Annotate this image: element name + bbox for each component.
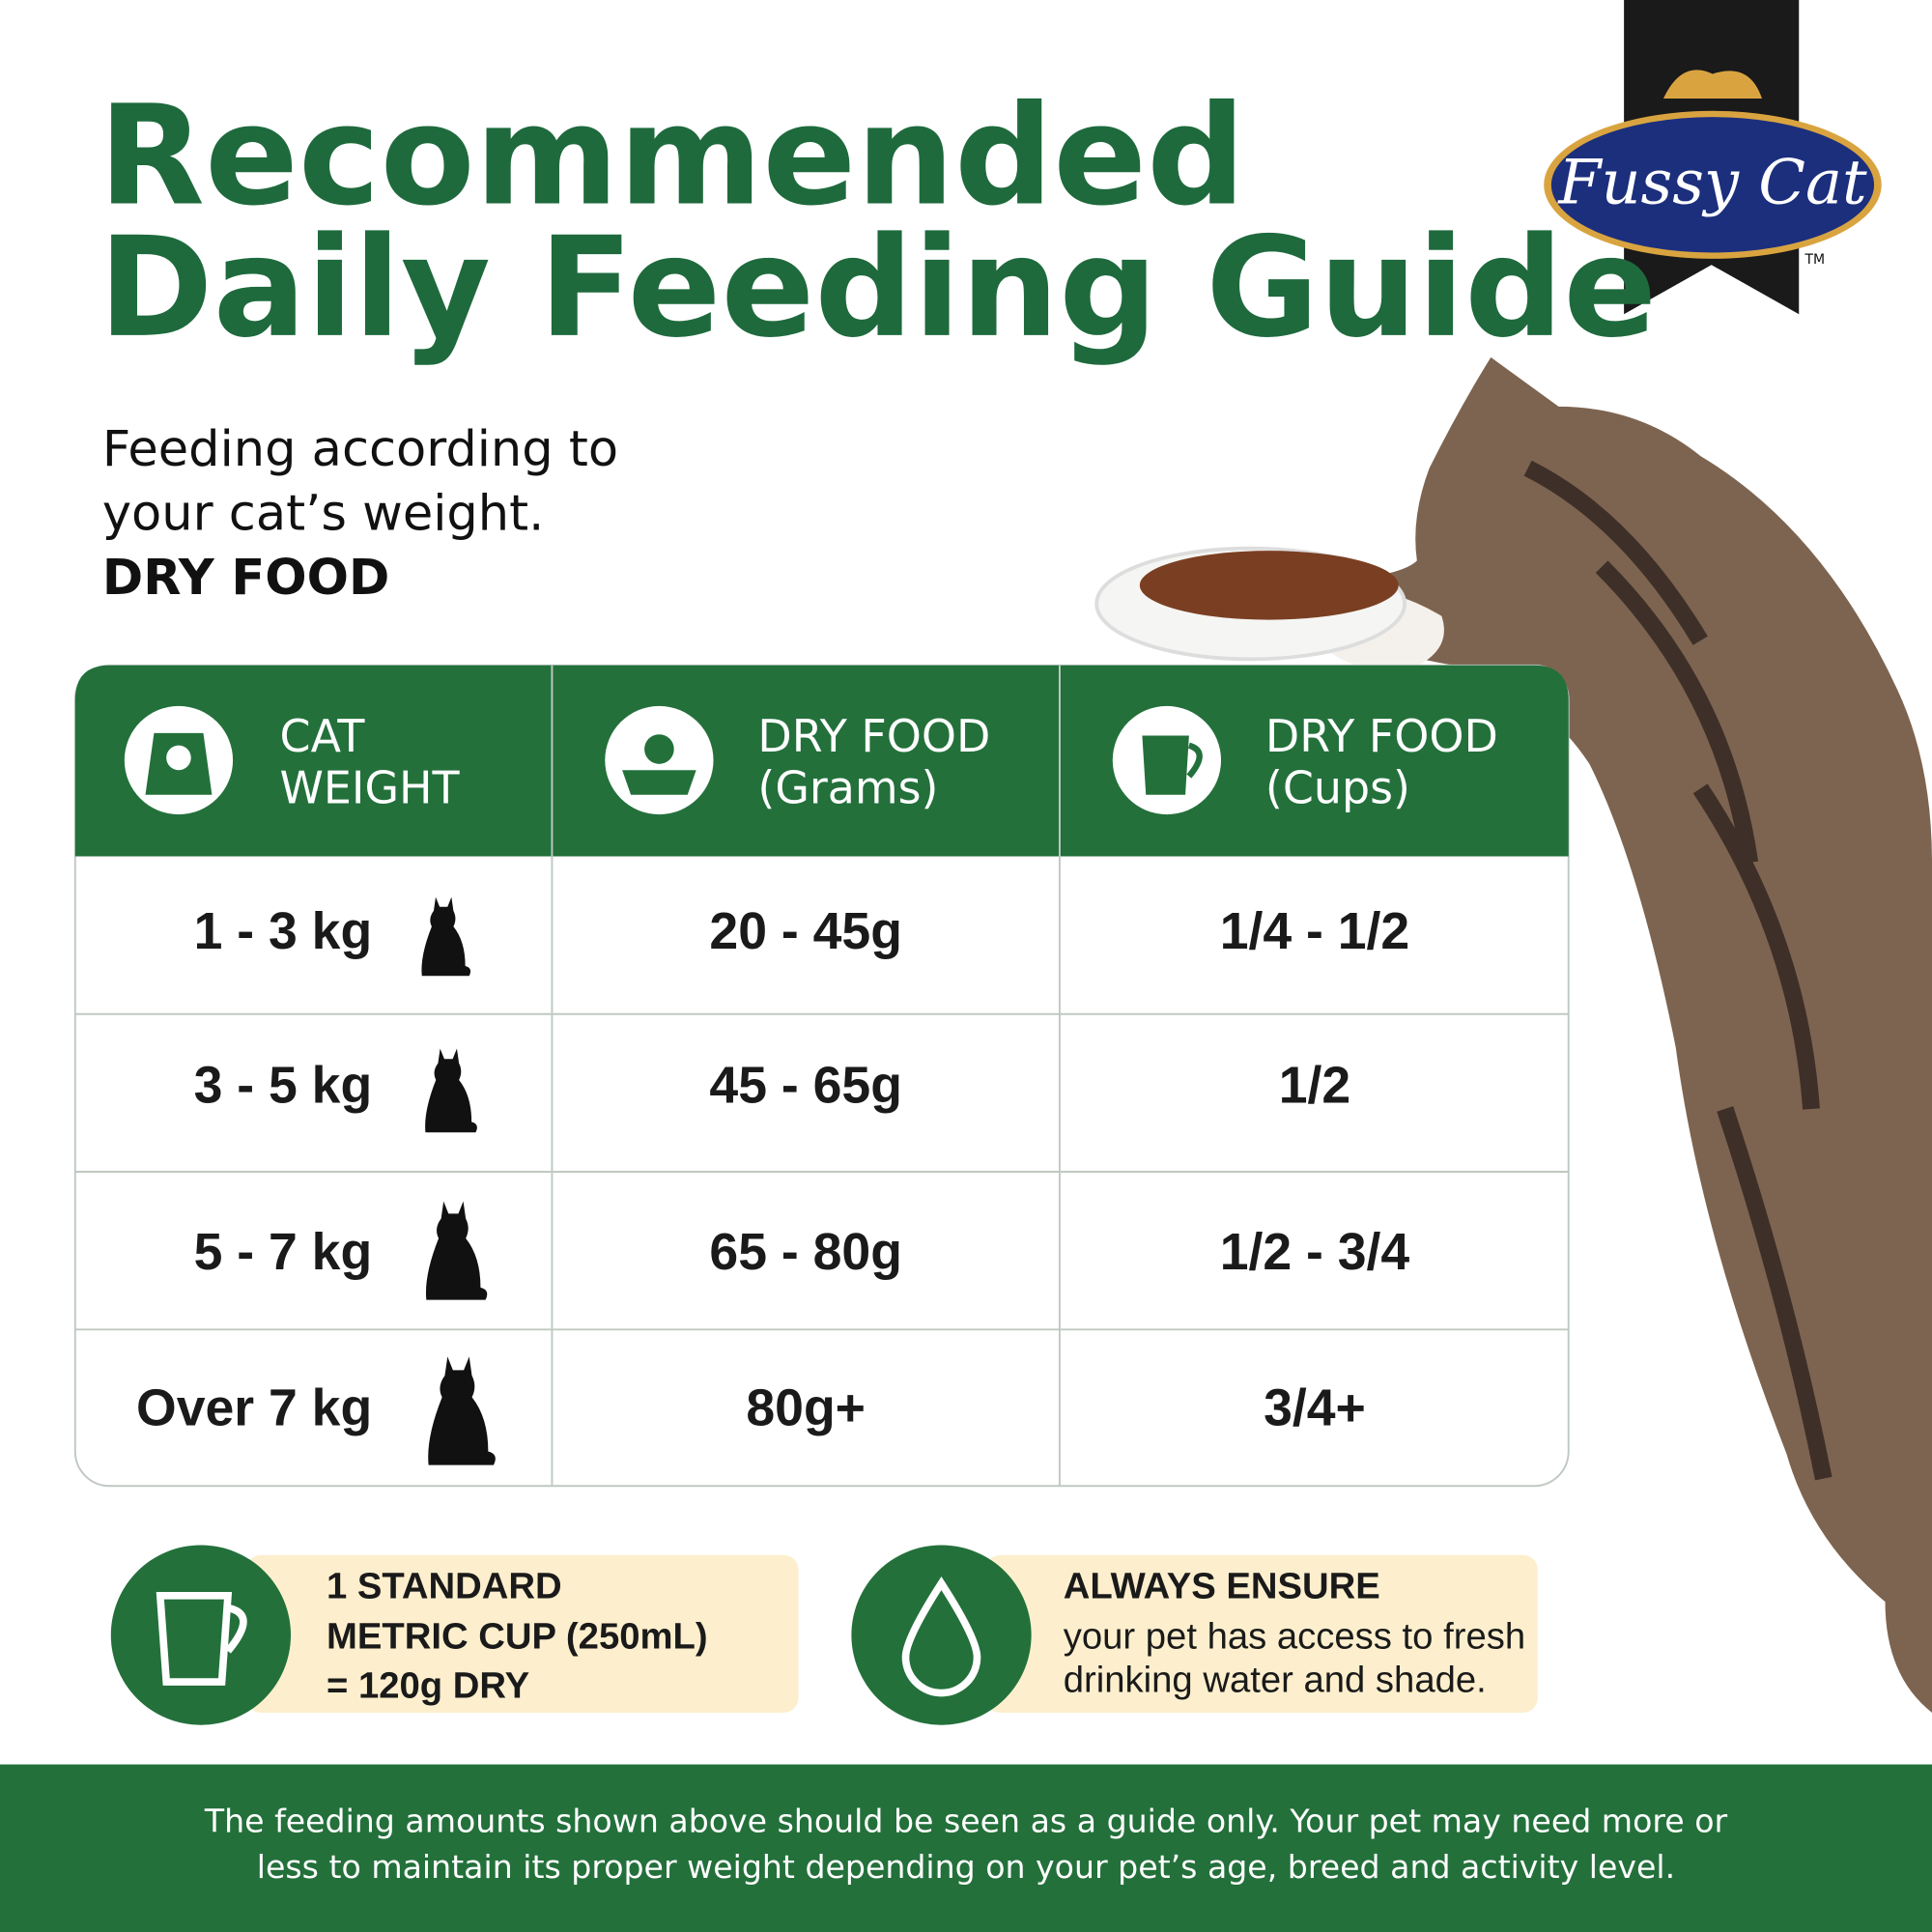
title-line: Daily Feeding Guide <box>99 207 1657 368</box>
table-header-bg <box>74 665 1569 857</box>
intro-line: your cat’s weight. <box>102 485 544 542</box>
note-text: 1 STANDARD <box>327 1565 562 1606</box>
footer-bg <box>0 1764 1932 1932</box>
header-text: (Grams) <box>757 762 938 814</box>
cell-weight: 1 - 3 kg <box>194 903 373 960</box>
cat-silhouette <box>428 1356 496 1465</box>
cell-weight: 3 - 5 kg <box>194 1058 373 1115</box>
cell-grams: 80g+ <box>746 1380 866 1437</box>
cat-photo <box>1094 356 1932 1713</box>
cell-cups: 1/2 <box>1279 1058 1350 1115</box>
table-body: 1 - 3 kg 20 - 45g 1/4 - 1/2 3 - 5 kg 45 - 65… <box>136 896 1410 1465</box>
intro-heading: DRY FOOD <box>102 550 389 607</box>
logo: Fussy Cat TM <box>1544 0 1882 315</box>
header-text: DRY FOOD <box>1265 710 1498 762</box>
cell-cups: 1/2 - 3/4 <box>1220 1224 1410 1281</box>
header-text: CAT <box>280 710 366 762</box>
intro-line: Feeding according to <box>102 421 618 478</box>
cat-silhouette <box>425 1201 488 1300</box>
note-heading: ALWAYS ENSURE <box>1064 1565 1380 1606</box>
table: CAT WEIGHT DRY FOOD (Grams) DRY FOOD (Cu… <box>73 664 1570 1488</box>
note-text: METRIC CUP (250mL) <box>327 1616 708 1658</box>
header-text: WEIGHT <box>280 762 461 814</box>
cell-grams: 65 - 80g <box>709 1224 901 1281</box>
note-text: = 120g DRY <box>327 1665 529 1707</box>
note-cup: 1 STANDARD METRIC CUP (250mL) = 120g DRY <box>110 1545 799 1725</box>
header-icons <box>124 705 1222 815</box>
cell-cups: 3/4+ <box>1264 1380 1366 1437</box>
cat-silhouette <box>425 1048 477 1133</box>
cell-weight: 5 - 7 kg <box>194 1224 373 1281</box>
table-rules <box>74 665 1569 1487</box>
title-line: Recommended <box>99 74 1245 236</box>
note-text: drinking water and shade. <box>1064 1659 1487 1700</box>
cat-silhouette <box>421 896 471 977</box>
cell-grams: 20 - 45g <box>709 903 901 960</box>
logo-brand: Fussy Cat <box>1557 147 1867 218</box>
note-water: ALWAYS ENSURE your pet has access to fre… <box>851 1545 1538 1725</box>
footer-text: The feeding amounts shown above should b… <box>204 1803 1728 1840</box>
header-text: DRY FOOD <box>757 710 990 762</box>
logo-trademark: TM <box>1804 252 1825 268</box>
cell-weight: Over 7 kg <box>136 1380 372 1437</box>
note-text: your pet has access to fresh <box>1064 1616 1525 1658</box>
footer-text: less to maintain its proper weight depen… <box>257 1848 1675 1886</box>
header-text: (Cups) <box>1265 762 1410 814</box>
cell-grams: 45 - 65g <box>709 1058 901 1115</box>
cell-cups: 1/4 - 1/2 <box>1220 903 1410 960</box>
